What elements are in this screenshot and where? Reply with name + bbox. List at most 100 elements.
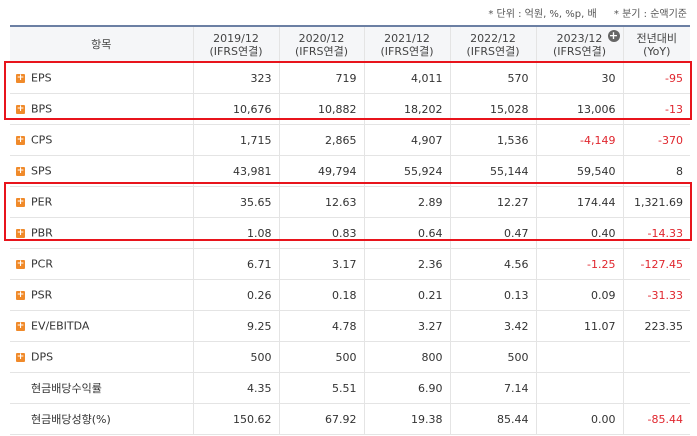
value-cell: 2.89 <box>363 186 450 218</box>
value-cell: 500 <box>278 341 364 373</box>
row-label: CPS <box>31 133 53 147</box>
table-row: + CPS 1,715 2,865 4,907 1,536 -4,149 -370 <box>10 124 690 156</box>
add-column-icon[interactable]: + <box>607 29 620 42</box>
row-item[interactable]: + PSR <box>10 279 193 311</box>
highlight-eps-bps <box>4 61 692 120</box>
value-cell: 35.65 <box>192 186 279 218</box>
header-year: 2020/12 <box>298 31 345 45</box>
header-yoy: 전년대비 (YoY) <box>622 25 690 63</box>
value-cell: 0.26 <box>192 279 279 311</box>
units-note: * 단위 : 억원, %, %p, 배 * 분기 : 순액기준 <box>474 5 687 20</box>
expand-plus-icon[interactable]: + <box>16 351 25 362</box>
header-yoy-label: 전년대비 <box>636 31 677 45</box>
value-cell: 3.27 <box>363 310 450 342</box>
value-cell: 4.35 <box>192 372 279 404</box>
expand-plus-icon[interactable]: + <box>16 165 25 176</box>
value-cell: 43,981 <box>192 155 279 187</box>
yoy-cell: 8 <box>622 155 690 187</box>
yoy-cell: -95 <box>622 62 690 94</box>
value-cell: 85.44 <box>449 403 536 435</box>
expand-plus-icon[interactable]: + <box>16 72 25 83</box>
value-cell: 0.09 <box>535 279 623 311</box>
row-item[interactable]: + PER <box>10 186 193 218</box>
header-basis: (IFRS연결) <box>294 44 349 58</box>
row-label: EPS <box>31 71 52 85</box>
table-row: + SPS 43,981 49,794 55,924 55,144 59,540 8 <box>10 155 690 187</box>
value-cell: 19.38 <box>363 403 450 435</box>
header-year: 2023/12 <box>556 31 603 45</box>
value-cell: -4,149 <box>535 124 623 156</box>
value-cell: 59,540 <box>535 155 623 187</box>
value-cell: 500 <box>449 341 536 373</box>
value-cell: 174.44 <box>535 186 623 218</box>
value-cell: 9.25 <box>192 310 279 342</box>
header-2019: 2019/12 (IFRS연결) <box>192 25 279 63</box>
basis-note: * 분기 : 순액기준 <box>613 9 687 20</box>
row-item[interactable]: + DPS <box>10 341 193 373</box>
highlight-per-pbr <box>4 182 692 241</box>
value-cell: 323 <box>192 62 279 94</box>
header-year: 2022/12 <box>470 31 516 45</box>
row-label: BPS <box>31 102 53 116</box>
value-cell: 11.07 <box>535 310 623 342</box>
table-row: + PCR 6.71 3.17 2.36 4.56 -1.25 -127.45 <box>10 248 690 280</box>
row-item[interactable]: + EPS <box>10 62 193 94</box>
value-cell: 12.27 <box>449 186 536 218</box>
table-row: 현금배당성향(%) 150.62 67.92 19.38 85.44 0.00 -85.44 <box>10 403 690 435</box>
yoy-cell <box>622 341 690 373</box>
expand-plus-icon[interactable]: + <box>16 134 25 145</box>
value-cell: 5.51 <box>278 372 364 404</box>
row-item[interactable]: + PCR <box>10 248 193 280</box>
header-year: 2019/12 <box>213 31 259 45</box>
value-cell <box>535 341 623 373</box>
value-cell: 3.42 <box>449 310 536 342</box>
value-cell: 6.90 <box>363 372 450 404</box>
table-row: + PSR 0.26 0.18 0.21 0.13 0.09 -31.33 <box>10 279 690 311</box>
value-cell: 3.17 <box>278 248 364 280</box>
expand-plus-icon[interactable]: + <box>16 227 25 238</box>
value-cell: 49,794 <box>278 155 364 187</box>
value-cell: 4,907 <box>363 124 450 156</box>
row-label: PSR <box>31 288 53 302</box>
row-item[interactable]: + SPS <box>10 155 193 187</box>
row-item[interactable]: + EV/EBITDA <box>10 310 193 342</box>
header-basis: (IFRS연결) <box>380 44 434 58</box>
expand-plus-icon[interactable]: + <box>16 289 25 300</box>
value-cell: 2.36 <box>363 248 450 280</box>
value-cell: 30 <box>535 62 623 94</box>
value-cell: 500 <box>192 341 279 373</box>
value-cell: -1.25 <box>535 248 623 280</box>
expand-plus-icon[interactable]: + <box>16 103 25 114</box>
yoy-cell: 1,321.69 <box>622 186 690 218</box>
row-label: 현금배당성향(%) <box>31 413 111 426</box>
expand-plus-icon[interactable]: + <box>16 320 25 331</box>
value-cell: 0.64 <box>363 217 450 249</box>
yoy-cell: -31.33 <box>622 279 690 311</box>
value-cell: 0.13 <box>449 279 536 311</box>
header-basis: (IFRS연결) <box>466 44 520 58</box>
expand-plus-icon[interactable]: + <box>16 196 25 207</box>
row-label: SPS <box>31 164 52 178</box>
table-row: + PBR 1.08 0.83 0.64 0.47 0.40 -14.33 <box>10 217 690 249</box>
value-cell: 1,715 <box>192 124 279 156</box>
row-item[interactable]: + CPS <box>10 124 193 156</box>
value-cell: 0.00 <box>535 403 623 435</box>
value-cell: 7.14 <box>449 372 536 404</box>
row-item[interactable]: + PBR <box>10 217 193 249</box>
header-basis: (IFRS연결) <box>552 44 607 58</box>
value-cell: 719 <box>278 62 364 94</box>
row-label: PCR <box>31 257 53 271</box>
value-cell <box>535 372 623 404</box>
yoy-cell: -14.33 <box>622 217 690 249</box>
header-2021: 2021/12 (IFRS연결) <box>363 25 450 63</box>
row-label: 현금배당수익률 <box>31 382 102 395</box>
table-row: + PER 35.65 12.63 2.89 12.27 174.44 1,321.69 <box>10 186 690 218</box>
expand-plus-icon[interactable]: + <box>16 258 25 269</box>
row-item: 현금배당성향(%) <box>10 403 193 435</box>
header-item: 항목 <box>10 25 193 63</box>
value-cell: 67.92 <box>278 403 364 435</box>
row-label: EV/EBITDA <box>31 319 90 333</box>
value-cell: 2,865 <box>278 124 364 156</box>
table-body: + EPS 323 719 4,011 570 30 -95 + BPS 10,676 10,882 1… <box>10 62 690 435</box>
value-cell: 0.83 <box>278 217 364 249</box>
